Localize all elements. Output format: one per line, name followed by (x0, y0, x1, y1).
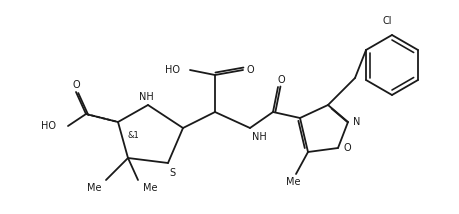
Text: Me: Me (86, 183, 101, 193)
Text: N: N (353, 117, 361, 127)
Text: O: O (277, 75, 285, 85)
Text: O: O (246, 65, 254, 75)
Text: O: O (72, 80, 80, 90)
Text: S: S (169, 168, 175, 178)
Text: Me: Me (143, 183, 157, 193)
Text: Cl: Cl (382, 16, 392, 26)
Text: O: O (343, 143, 351, 153)
Text: NH: NH (252, 132, 267, 142)
Text: Me: Me (286, 177, 300, 187)
Text: NH: NH (139, 92, 153, 102)
Text: &1: &1 (128, 131, 140, 141)
Text: HO: HO (165, 65, 180, 75)
Text: HO: HO (41, 121, 56, 131)
